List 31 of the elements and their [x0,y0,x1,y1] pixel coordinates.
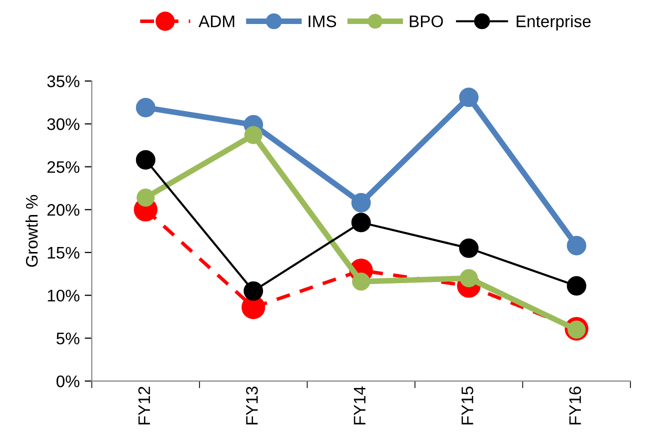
x-tick-label: FY16 [569,386,582,424]
point [244,281,264,301]
point [460,269,478,288]
legend-label: BPO [410,15,443,28]
point [459,88,479,108]
point [244,126,262,144]
y-tick-label: 25% [47,161,80,173]
y-axis-title: Growth % [26,195,38,267]
x-tick-label: FY13 [246,386,258,424]
point [352,272,370,291]
legend-label: ADM [198,16,234,28]
point [136,150,156,170]
point [351,212,371,232]
point [459,238,479,258]
y-tick-label: 15% [48,246,80,259]
x-tick-label: FY14 [354,386,366,424]
y-tick-label: 10% [48,290,80,302]
point [136,188,155,207]
x-tick-label: FY12 [138,386,150,424]
x-tick-label: FY15 [462,386,474,424]
y-tick-label: 30% [47,118,80,130]
point [566,236,586,256]
legend-label: IMS [308,15,336,28]
legend-label: Enterprise [516,15,591,31]
point [351,193,371,212]
point [566,276,586,296]
y-tick-label: 20% [47,204,80,216]
y-tick-label: 0% [56,375,80,388]
y-tick-label: 5% [56,332,80,344]
point [136,98,156,118]
y-tick-label: 35% [47,75,80,88]
